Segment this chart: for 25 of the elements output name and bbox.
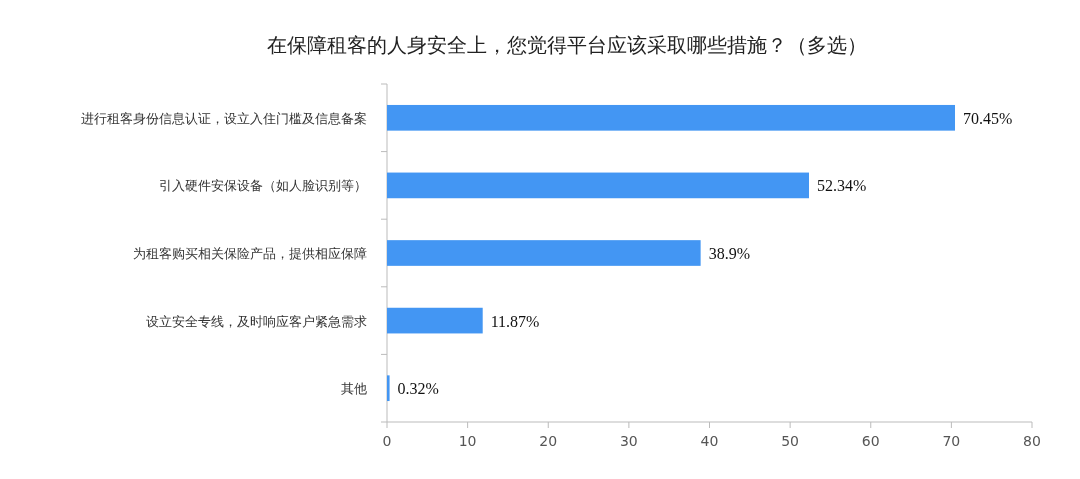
x-tick-label: 40 <box>700 433 719 449</box>
x-tick-label: 80 <box>1023 433 1041 449</box>
y-tick-label: 其他 <box>341 381 367 397</box>
bar <box>387 375 390 402</box>
x-tick-label: 10 <box>458 433 477 449</box>
chart-title: 在保障租客的人身安全上，您觉得平台应该采取哪些措施？（多选） <box>267 33 867 57</box>
data-label: 52.34% <box>816 177 867 195</box>
y-tick-label: 引入硬件安保设备（如人脸识别等） <box>159 178 367 194</box>
data-label: 70.45% <box>963 109 1013 127</box>
x-tick-label: 60 <box>861 433 880 449</box>
bar <box>387 172 809 199</box>
bar <box>387 104 955 131</box>
x-tick-label: 0 <box>382 433 392 449</box>
x-tick-label: 50 <box>781 433 800 449</box>
x-tick-label: 20 <box>539 433 558 449</box>
x-tick-label: 30 <box>619 433 638 449</box>
y-tick-label: 进行租客身份信息认证，设立入住门槛及信息备案 <box>81 110 367 126</box>
data-label: 0.32% <box>397 380 439 398</box>
bar <box>387 240 701 266</box>
data-label: 11.87% <box>490 312 540 330</box>
x-tick-label: 70 <box>942 433 961 449</box>
y-tick-label: 为租客购买相关保险产品，提供相应保障 <box>133 246 367 261</box>
data-label: 38.9% <box>708 245 750 262</box>
y-tick-label: 设立安全专线，及时响应客户紧急需求 <box>146 313 367 329</box>
bar <box>387 307 483 334</box>
